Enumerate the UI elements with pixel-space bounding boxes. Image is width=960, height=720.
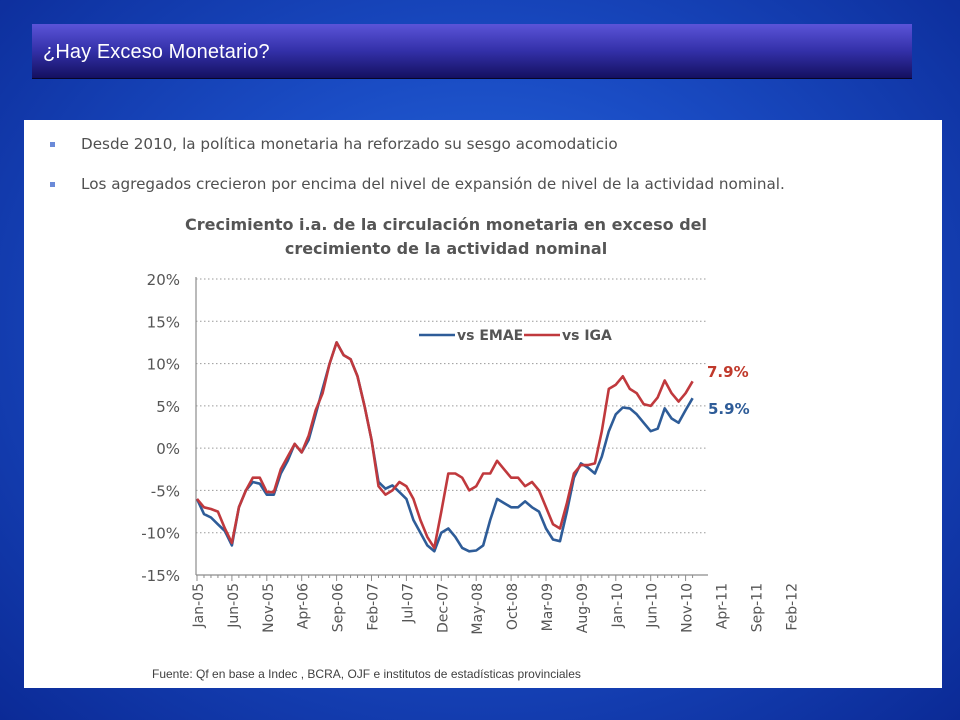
x-tick-label: Dec-07 — [435, 583, 451, 633]
y-tick-label: -15% — [141, 567, 180, 585]
x-tick-label: Nov-05 — [261, 583, 277, 633]
x-tick-label: Aug-09 — [575, 583, 591, 633]
x-tick-label: Nov-10 — [680, 583, 696, 633]
x-tick-label: Feb-07 — [366, 583, 382, 631]
chart-title: Crecimiento i.a. de la circulación monet… — [185, 215, 707, 234]
x-tick-label: May-08 — [470, 583, 486, 635]
y-tick-label: 10% — [147, 356, 180, 374]
series-line-emae — [195, 341, 694, 553]
line-chart: Crecimiento i.a. de la circulación monet… — [141, 215, 800, 635]
y-tick-label: -5% — [151, 482, 180, 500]
x-tick-label: Jan-05 — [191, 583, 207, 628]
title-bar: ¿Hay Exceso Monetario? — [32, 24, 912, 79]
legend-label-iga: vs IGA — [562, 328, 612, 344]
slide-title: ¿Hay Exceso Monetario? — [43, 41, 270, 63]
x-tick-label: Oct-08 — [505, 583, 521, 630]
x-tick-label: Jul-07 — [400, 583, 416, 624]
end-label-emae: 5.9% — [708, 400, 750, 418]
series-line-iga — [196, 341, 694, 550]
end-label-iga: 7.9% — [707, 363, 749, 381]
y-tick-label: 0% — [156, 440, 180, 458]
x-tick-label: Feb-12 — [784, 583, 800, 631]
bullet-text: Desde 2010, la política monetaria ha ref… — [81, 135, 618, 153]
x-tick-label: Mar-09 — [540, 583, 556, 631]
x-tick-label: Jan-10 — [610, 583, 626, 628]
bullet-square-icon — [50, 142, 55, 147]
x-tick-label: Jun-10 — [645, 583, 661, 629]
bullet-square-icon — [50, 182, 55, 187]
source-note: Fuente: Qf en base a Indec , BCRA, OJF e… — [152, 667, 581, 681]
content-panel: Desde 2010, la política monetaria ha ref… — [24, 120, 942, 688]
chart-title: crecimiento de la actividad nominal — [285, 239, 607, 258]
x-tick-label: Apr-11 — [715, 583, 731, 629]
x-tick-label: Jun-05 — [226, 583, 242, 629]
bullet-text: Los agregados crecieron por encima del n… — [81, 175, 785, 193]
x-tick-label: Sep-06 — [331, 583, 347, 632]
x-tick-label: Apr-06 — [296, 583, 312, 629]
y-tick-label: 15% — [147, 313, 180, 331]
legend-label-emae: vs EMAE — [457, 328, 523, 344]
y-tick-label: -10% — [141, 525, 180, 543]
y-tick-label: 20% — [147, 271, 180, 289]
y-tick-label: 5% — [156, 398, 180, 416]
x-tick-label: Sep-11 — [749, 583, 765, 632]
